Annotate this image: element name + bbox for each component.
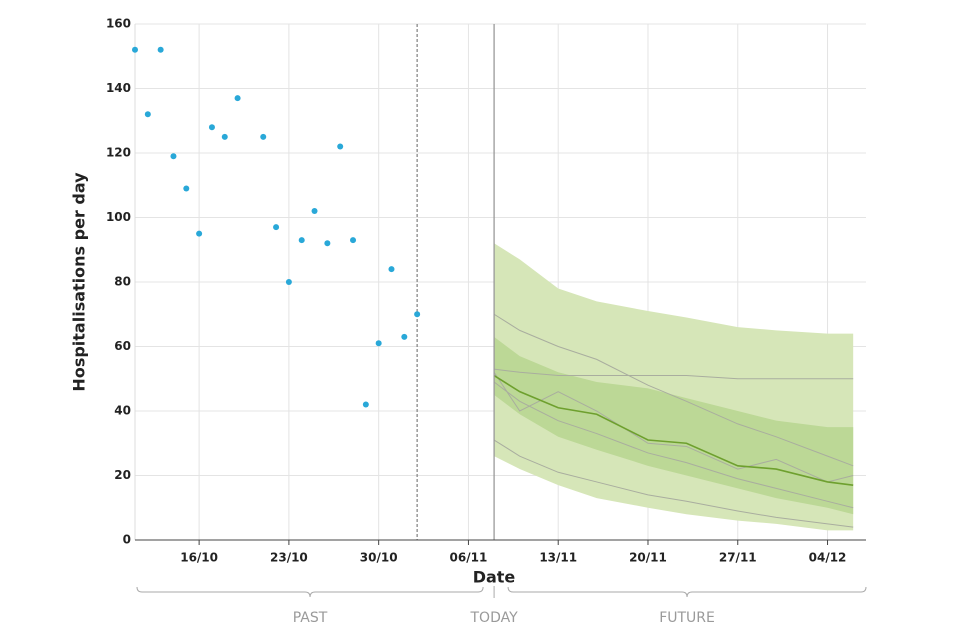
point (170, 153, 177, 160)
bracket (136, 586, 484, 598)
point (388, 266, 395, 273)
point (260, 133, 267, 140)
point (362, 401, 369, 408)
x-tick-label: 27/11 (719, 551, 757, 565)
forecast-line (493, 381, 854, 509)
point (196, 230, 203, 237)
y-tick-label: 40 (114, 404, 131, 418)
x-tick-label: 04/12 (809, 551, 847, 565)
point (298, 237, 305, 244)
x-axis-title: Date (473, 568, 516, 587)
annotation: FUTURE (659, 610, 715, 626)
point (144, 111, 151, 118)
point (401, 333, 408, 340)
point (414, 311, 421, 318)
forecast-line (494, 368, 854, 380)
forecast-line (493, 439, 854, 528)
point (157, 46, 164, 53)
point (183, 185, 190, 192)
x-tick-label: 16/10 (180, 551, 218, 565)
x-tick-label: 06/11 (450, 551, 488, 565)
y-tick-label: 160 (106, 17, 131, 31)
y-tick-label: 20 (114, 468, 131, 482)
point (132, 46, 138, 53)
point (221, 133, 228, 140)
point (311, 208, 318, 215)
x-tick-label: 20/11 (629, 551, 667, 565)
point (234, 95, 241, 102)
y-tick-label: 120 (106, 146, 131, 160)
x-tick-label: 30/10 (360, 551, 398, 565)
point (337, 143, 344, 150)
forecast-band (494, 336, 854, 515)
forecast-line (493, 374, 854, 486)
point (285, 279, 292, 285)
point (350, 237, 357, 244)
point (208, 124, 215, 131)
y-tick-label: 80 (114, 275, 131, 289)
bracket (507, 586, 867, 598)
annotation: TODAY (470, 610, 519, 626)
y-tick-label: 0 (123, 533, 131, 547)
forecast-line (493, 372, 854, 483)
x-tick-label: 23/10 (270, 551, 308, 565)
annotation: PAST (293, 610, 328, 626)
y-tick-label: 100 (106, 210, 131, 224)
forecast-line (493, 313, 854, 467)
x-tick-label: 13/11 (539, 551, 577, 565)
y-tick-label: 140 (106, 81, 131, 95)
point (324, 240, 331, 247)
y-tick-label: 60 (114, 339, 131, 353)
y-axis-title: Hospitalisations per day (70, 172, 89, 392)
point (375, 340, 382, 347)
point (273, 224, 280, 231)
